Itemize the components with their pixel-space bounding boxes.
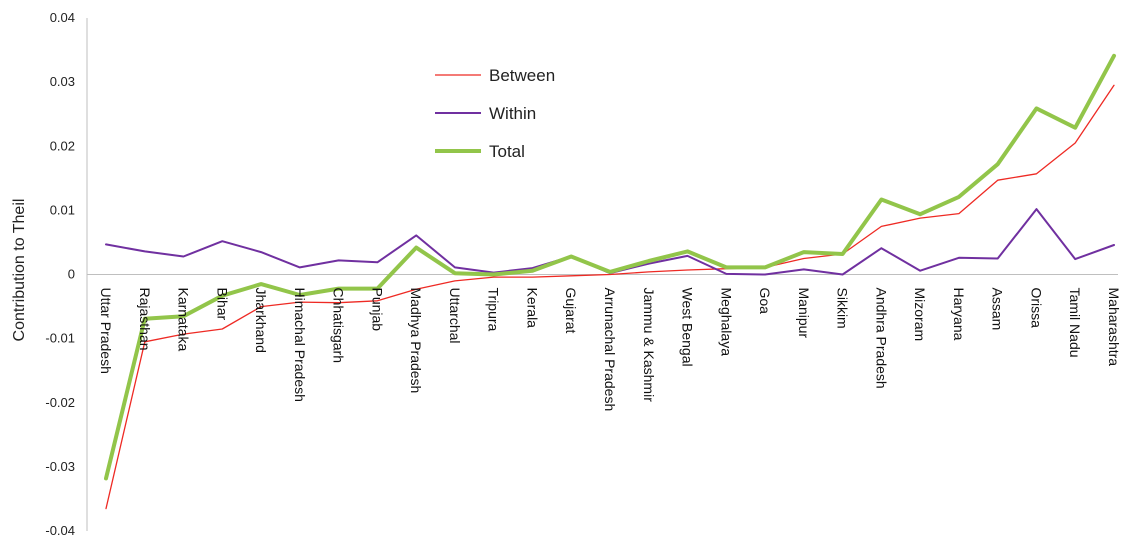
x-category-label: Punjab [369,288,385,332]
series-line-total [104,53,1116,481]
y-tick-label: -0.04 [45,523,75,536]
y-tick-label: -0.02 [45,395,75,410]
x-category-label: Jammu & Kashmir [641,288,657,403]
x-category-label: Karnataka [176,288,192,352]
y-tick-label: 0.03 [50,74,75,89]
x-category-label: Sikkim [835,288,851,329]
x-category-label: Tamil Nadu [1067,288,1083,358]
y-tick-label: 0.02 [50,138,75,153]
x-category-label: Meghalaya [718,288,734,357]
y-tick-label: -0.03 [45,459,75,474]
series-lines [104,53,1116,510]
y-tick-label: 0.04 [50,10,75,25]
x-category-label: Arrunachal Pradesh [602,288,618,412]
x-category-label: Bihar [214,288,230,321]
x-category-label: Goa [757,288,773,315]
x-category-label: Himachal Pradesh [292,288,308,402]
x-category-label: Manipur [796,288,812,339]
x-category-label: Orissa [1029,288,1045,329]
x-category-label: Kerala [525,288,541,329]
x-category-label: Assam [990,288,1006,331]
y-tick-label: -0.01 [45,331,75,346]
series-line-within [105,208,1115,276]
x-category-label: West Bengal [680,288,696,367]
x-category-label: Andhra Pradesh [873,288,889,389]
y-tick-labels: 0.04 0.03 0.02 0.01 0 -0.01 -0.02 -0.03 -0.04 [45,10,75,536]
x-category-label: Rajasthan [137,288,153,351]
x-category-label: Mizoram [912,288,928,342]
x-category-label: Uttarchal [447,288,463,344]
x-category-label: Uttar Pradesh [98,288,114,374]
series-line-between [105,84,1115,510]
x-category-label: Haryana [951,288,967,341]
y-tick-label: 0.01 [50,202,75,217]
x-category-label: Madhya Pradesh [408,288,424,394]
legend-label: Within [489,104,536,123]
x-category-label: Chhatisgarh [331,288,347,364]
y-axis-title: Contribution to Theil [11,199,28,342]
x-category-label: Tripura [486,288,502,332]
x-category-label: Gujarat [563,288,579,334]
x-category-label: Jharkhand [253,288,269,353]
legend-label: Total [489,142,525,161]
y-tick-label: 0 [68,267,75,282]
x-category-labels: Uttar Pradesh Rajasthan Karnataka Bihar Jhar… [98,288,1122,412]
x-category-label: Maharashtra [1106,288,1122,367]
legend: Between Within Total [435,66,555,161]
legend-label: Between [489,66,555,85]
